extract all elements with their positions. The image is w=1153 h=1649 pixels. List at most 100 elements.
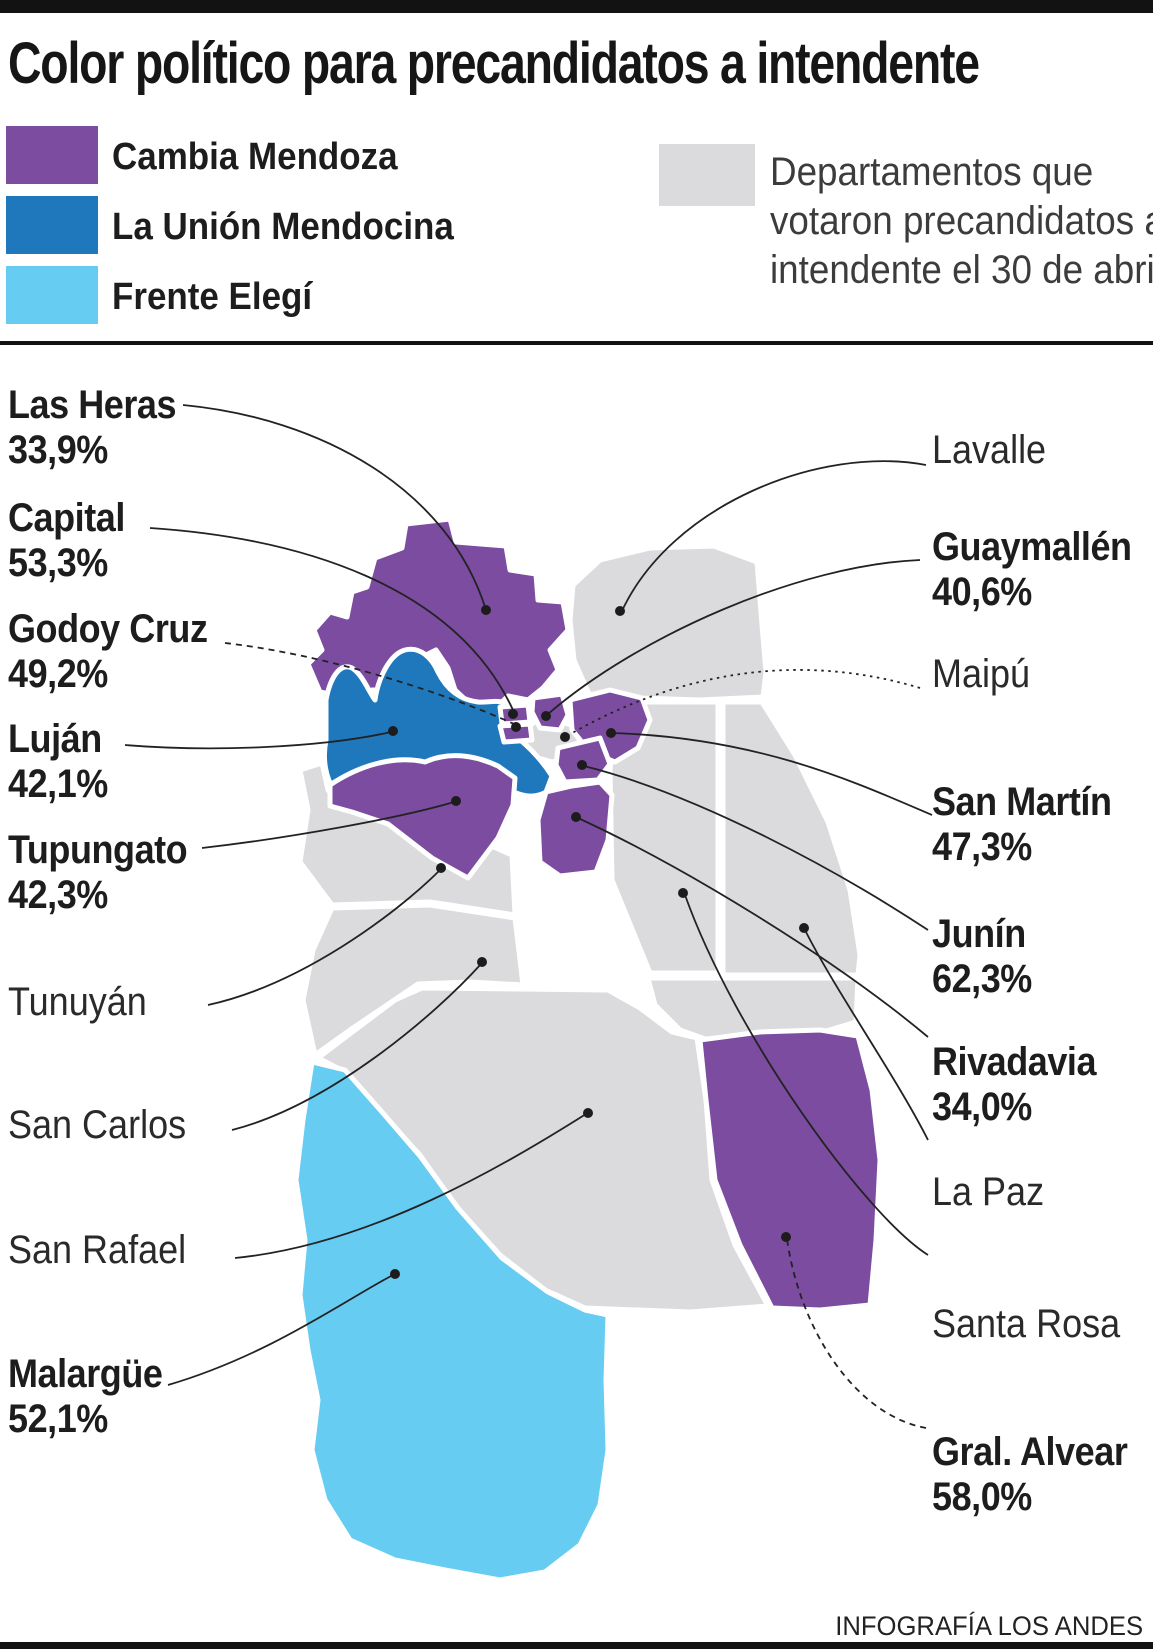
label-junin-name: Junín	[932, 912, 1026, 956]
legend-swatch-frente-elegi	[6, 266, 98, 324]
label-lavalle: Lavalle	[932, 428, 1046, 473]
gray-note-line2: votaron precandidatos a	[770, 199, 1153, 243]
label-maipu-name: Maipú	[932, 652, 1031, 696]
bottom-rule-bar	[0, 1642, 1153, 1649]
label-godoy-cruz-pct: 49,2%	[8, 652, 108, 696]
label-gral-alvear: Gral. Alvear 58,0%	[932, 1430, 1128, 1520]
label-tupungato-pct: 42,3%	[8, 873, 108, 917]
legend-label-frente-elegi: Frente Elegí	[112, 276, 313, 318]
dot-lavalle	[615, 606, 625, 616]
dot-san-carlos	[477, 957, 487, 967]
infographic-credit: INFOGRAFÍA LOS ANDES	[835, 1611, 1143, 1641]
legend-swatch-cambia-mendoza	[6, 126, 98, 184]
page-title: Color político para precandidatos a inte…	[8, 31, 980, 96]
label-guaymallen-pct: 40,6%	[932, 570, 1032, 614]
label-malargue: Malargüe 52,1%	[8, 1352, 163, 1442]
dot-capital	[508, 709, 518, 719]
label-las-heras-pct: 33,9%	[8, 428, 108, 472]
label-godoy-cruz: Godoy Cruz 49,2%	[8, 607, 208, 697]
region-la-paz	[720, 699, 863, 978]
legend-swatch-la-union-mendocina	[6, 196, 98, 254]
label-tupungato: Tupungato 42,3%	[8, 828, 188, 918]
leader-la-paz	[804, 929, 929, 1141]
dot-guaymallen	[541, 711, 551, 721]
leader-san-martin	[612, 732, 933, 816]
leader-rivadavia	[577, 817, 929, 1038]
leader-las-heras	[182, 404, 487, 611]
dot-gral-alvear	[781, 1232, 791, 1242]
dot-tupungato	[451, 796, 461, 806]
label-godoy-cruz-name: Godoy Cruz	[8, 607, 208, 651]
legend-swatch-gray-departments	[659, 144, 755, 206]
label-maipu: Maipú	[932, 652, 1030, 697]
label-las-heras-name: Las Heras	[8, 383, 177, 427]
label-san-carlos: San Carlos	[8, 1103, 186, 1148]
top-rule-bar	[0, 0, 1153, 13]
label-las-heras: Las Heras 33,9%	[8, 383, 177, 473]
label-san-rafael: San Rafael	[8, 1228, 186, 1273]
leader-junin	[583, 765, 929, 931]
leader-lujan	[124, 731, 392, 750]
dot-maipu	[560, 732, 570, 742]
label-san-martin: San Martín 47,3%	[932, 780, 1112, 870]
region-lavalle	[567, 543, 769, 703]
label-capital-name: Capital	[8, 496, 125, 540]
leader-lavalle	[620, 460, 927, 614]
dot-rivadavia	[571, 812, 581, 822]
separator-rule	[0, 341, 1153, 345]
label-tunuyan-name: Tunuyán	[8, 980, 147, 1024]
label-lujan-pct: 42,1%	[8, 762, 108, 806]
label-gral-alvear-pct: 58,0%	[932, 1475, 1032, 1519]
label-tupungato-name: Tupungato	[8, 828, 188, 872]
leader-tupungato	[201, 801, 455, 849]
gray-note-line3: intendente el 30 de abril.	[770, 248, 1153, 292]
label-guaymallen-name: Guaymallén	[932, 525, 1132, 569]
label-rivadavia: Rivadavia 34,0%	[932, 1040, 1097, 1130]
label-rivadavia-name: Rivadavia	[932, 1040, 1097, 1084]
leader-gral-alvear	[786, 1238, 927, 1429]
leader-san-carlos	[231, 963, 482, 1131]
label-lujan-name: Luján	[8, 717, 102, 761]
dot-godoy-cruz	[511, 722, 521, 732]
label-santa-rosa: Santa Rosa	[932, 1302, 1120, 1347]
label-san-martin-pct: 47,3%	[932, 825, 1032, 869]
dot-san-rafael	[583, 1108, 593, 1118]
label-rivadavia-pct: 34,0%	[932, 1085, 1032, 1129]
leader-capital	[149, 527, 514, 711]
region-santa-rosa	[607, 699, 721, 976]
legend-label-cambia-mendoza: Cambia Mendoza	[112, 136, 398, 178]
label-guaymallen: Guaymallén 40,6%	[932, 525, 1132, 615]
label-santa-rosa-name: Santa Rosa	[932, 1302, 1121, 1346]
leader-santa-rosa	[684, 894, 929, 1256]
label-tunuyan: Tunuyán	[8, 980, 147, 1025]
label-san-carlos-name: San Carlos	[8, 1103, 187, 1147]
label-junin-pct: 62,3%	[932, 957, 1032, 1001]
label-gral-alvear-name: Gral. Alvear	[932, 1430, 1128, 1474]
region-malargue	[293, 1059, 611, 1583]
label-lavalle-name: Lavalle	[932, 428, 1047, 472]
leader-tunuyan	[207, 869, 441, 1006]
dot-santa-rosa	[678, 888, 688, 898]
region-gral-alvear	[697, 1027, 883, 1313]
label-la-paz: La Paz	[932, 1170, 1044, 1215]
label-lujan: Luján 42,1%	[8, 717, 108, 807]
dot-san-martin	[606, 728, 616, 738]
label-malargue-pct: 52,1%	[8, 1397, 108, 1441]
legend-label-la-union-mendocina: La Unión Mendocina	[112, 206, 454, 248]
label-capital: Capital 53,3%	[8, 496, 125, 586]
region-tupungato	[327, 753, 518, 881]
dot-las-heras	[481, 605, 491, 615]
leader-malargue	[167, 1274, 394, 1386]
legend-gray-note: Departamentos que votaron precandidatos …	[770, 148, 1153, 295]
dot-la-paz	[799, 923, 809, 933]
label-san-martin-name: San Martín	[932, 780, 1112, 824]
label-junin: Junín 62,3%	[932, 912, 1032, 1002]
dot-malargue	[390, 1269, 400, 1279]
dot-junin	[577, 760, 587, 770]
region-san-carlos	[300, 902, 526, 1058]
leader-san-rafael	[234, 1113, 587, 1259]
region-rivadavia	[535, 779, 615, 879]
label-san-rafael-name: San Rafael	[8, 1228, 187, 1272]
